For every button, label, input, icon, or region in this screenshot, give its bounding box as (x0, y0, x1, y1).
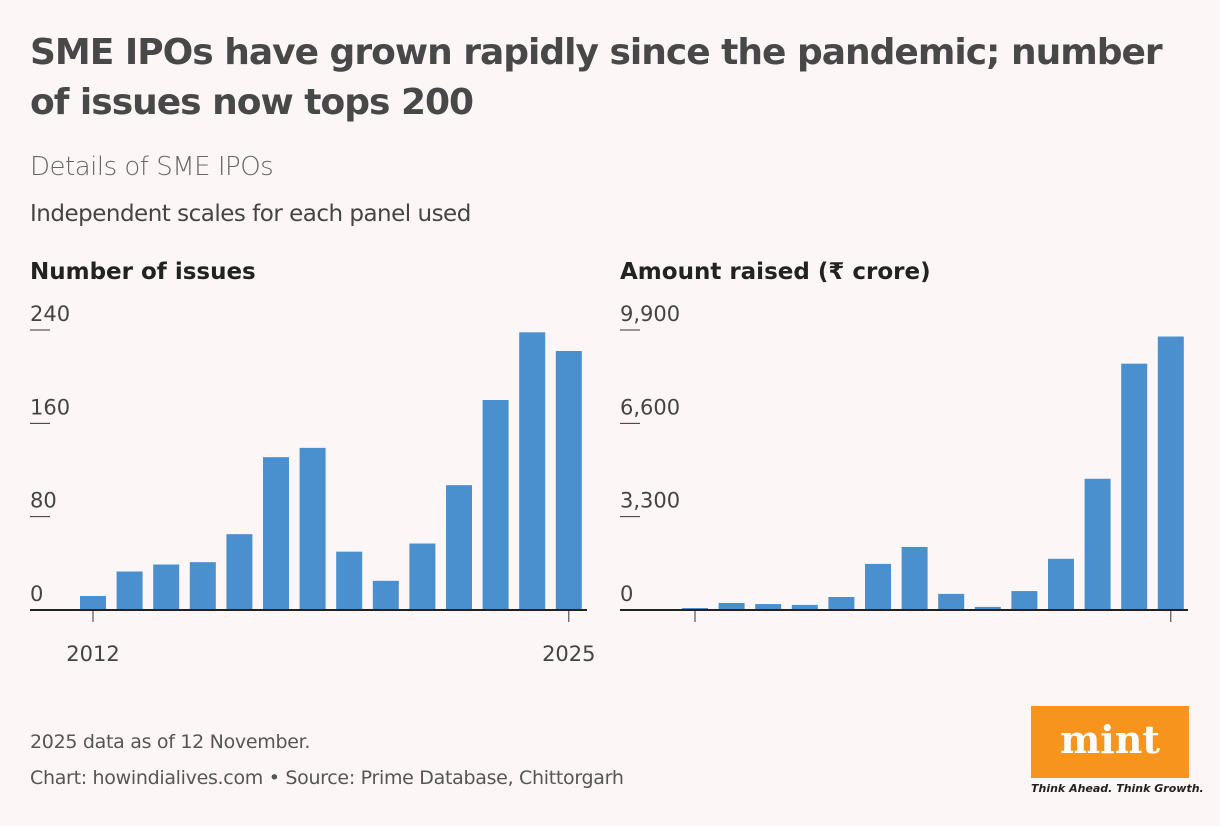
bar (519, 332, 546, 610)
bar (299, 447, 326, 610)
bar (263, 457, 289, 610)
y-tick-label: 0 (620, 582, 633, 606)
panel-title: Number of issues (30, 259, 256, 285)
y-tick-label: 9,900 (620, 302, 680, 326)
footnote: 2025 data as of 12 November. (30, 731, 311, 753)
y-tick-label: 0 (30, 582, 43, 606)
bar (336, 551, 363, 610)
bar (901, 546, 928, 610)
bar (226, 534, 253, 610)
x-tick-label: 2012 (66, 642, 119, 666)
bar (865, 563, 891, 610)
scale-note: Independent scales for each panel used (30, 201, 471, 227)
y-tick-label: 240 (30, 302, 70, 326)
bar (1011, 591, 1038, 610)
headline: SME IPOs have grown rapidly since the pa… (30, 32, 1163, 123)
y-tick-label: 80 (30, 489, 57, 513)
bar (938, 593, 965, 610)
subtitle: Details of SME IPOs (30, 152, 274, 182)
source: Chart: howindialives.com • Source: Prime… (30, 767, 624, 789)
bar (409, 543, 436, 610)
x-tick-label: 2025 (542, 642, 595, 666)
bar (828, 596, 855, 610)
panel-title: Amount raised (₹ crore) (620, 259, 931, 285)
logo-tagline: Think Ahead. Think Growth. (1031, 782, 1204, 795)
bar (1084, 478, 1111, 610)
bar (791, 604, 818, 610)
y-tick-label: 160 (30, 395, 70, 419)
bar (718, 602, 745, 610)
bar (80, 596, 106, 610)
bar (1048, 558, 1074, 610)
bar (1157, 336, 1184, 610)
bar (755, 604, 782, 610)
bar (482, 400, 509, 610)
bar (555, 351, 582, 610)
bar (446, 485, 472, 610)
bar (974, 606, 1001, 610)
y-tick-label: 3,300 (620, 489, 680, 513)
bar (372, 580, 399, 610)
bar (116, 571, 143, 610)
bar (189, 562, 216, 610)
logo: mint (1031, 706, 1189, 778)
bar (153, 564, 180, 610)
bar (1121, 363, 1148, 610)
y-tick-label: 6,600 (620, 395, 680, 419)
